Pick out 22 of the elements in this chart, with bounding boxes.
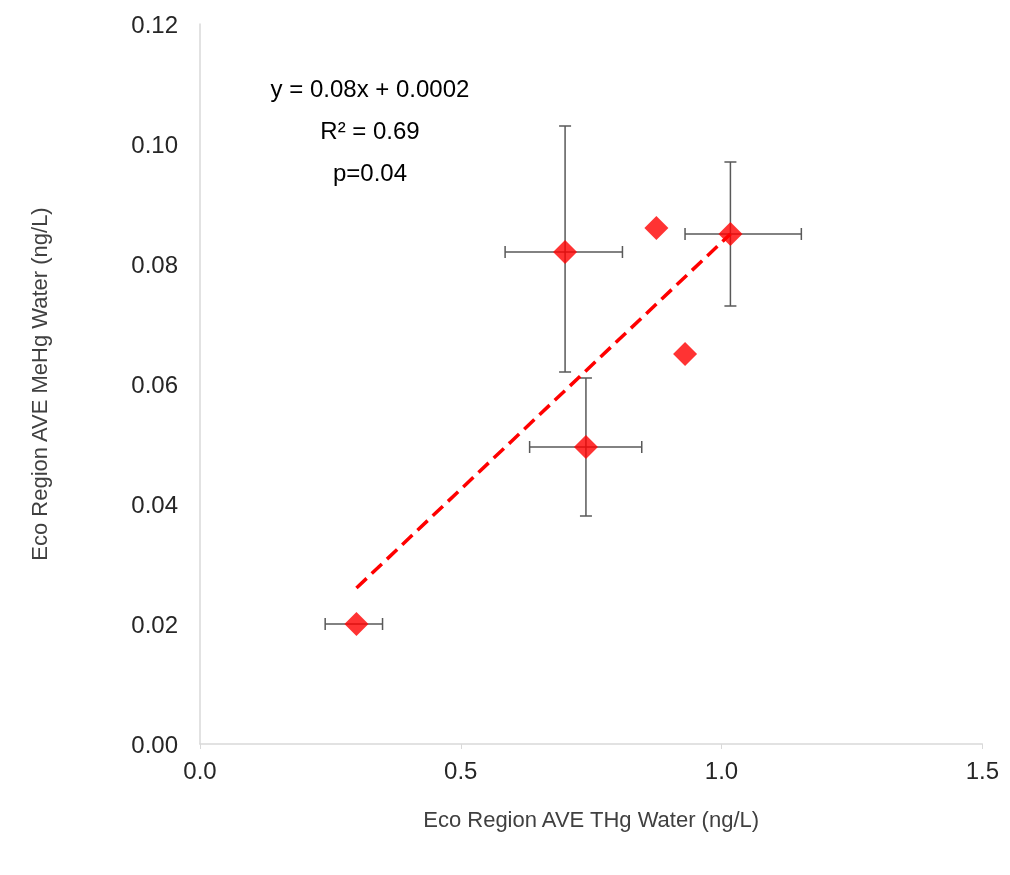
point <box>553 240 578 264</box>
y-tick-label: 0.02 <box>131 610 178 638</box>
point <box>344 612 369 636</box>
point <box>673 342 698 366</box>
y-tick-label: 0.04 <box>131 490 178 518</box>
x-tick-label: 1.0 <box>704 756 739 784</box>
y-axis-title: Eco Region AVE MeHg Water (ng/L) <box>26 207 52 561</box>
x-tick-label: 0.5 <box>444 756 478 784</box>
annotation: R² = 0.69 <box>320 116 420 144</box>
x-axis-title: Eco Region AVE THg Water (ng/L) <box>423 806 760 832</box>
y-tick-label: 0.12 <box>131 10 178 38</box>
point <box>644 216 669 240</box>
y-tick-label: 0.06 <box>131 370 178 398</box>
y-tick-label: 0.10 <box>131 130 178 158</box>
y-tick-label: 0.08 <box>131 250 178 278</box>
x-tick-label: 1.5 <box>965 756 1000 784</box>
point <box>718 222 743 246</box>
y-tick-label: 0.00 <box>131 730 178 758</box>
annotation: p=0.04 <box>332 158 408 186</box>
x-tick-label: 0.0 <box>183 756 217 784</box>
annotation: y = 0.08x + 0.0002 <box>270 74 470 102</box>
point <box>573 435 598 459</box>
